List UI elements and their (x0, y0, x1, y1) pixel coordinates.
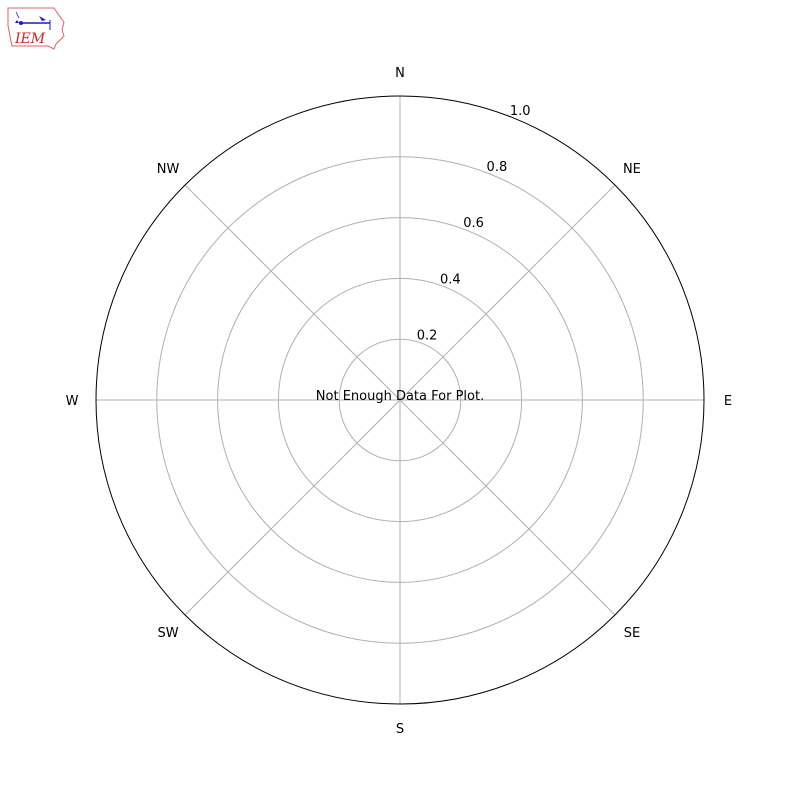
direction-label-se: SE (624, 626, 640, 641)
grid-spoke-sw (184, 399, 401, 616)
no-data-annotation: Not Enough Data For Plot. (316, 389, 484, 404)
direction-label-w: W (66, 394, 79, 409)
iem-logo: IEM (7, 7, 65, 50)
grid-ring (277, 277, 523, 523)
polar-frame (95, 95, 705, 705)
grid-ring (338, 338, 462, 462)
direction-label-s: S (396, 722, 404, 737)
radial-tick-label: 0.4 (440, 272, 461, 287)
grid-spoke-se (399, 399, 616, 616)
radial-tick-label: 0.8 (487, 160, 508, 175)
radial-tick-label: 0.6 (463, 216, 484, 231)
direction-label-e: E (724, 394, 732, 409)
grid-spoke-nw (184, 184, 401, 401)
svg-text:IEM: IEM (14, 31, 46, 47)
direction-label-nw: NW (157, 162, 180, 177)
direction-label-n: N (395, 66, 405, 81)
grid-ring (156, 156, 644, 644)
direction-label-ne: NE (623, 162, 641, 177)
direction-label-sw: SW (158, 626, 179, 641)
grid-ring (217, 217, 583, 583)
radial-tick-label: 0.2 (417, 329, 438, 344)
grid-spoke-ne (399, 184, 616, 401)
radial-tick-label: 1.0 (510, 104, 531, 119)
